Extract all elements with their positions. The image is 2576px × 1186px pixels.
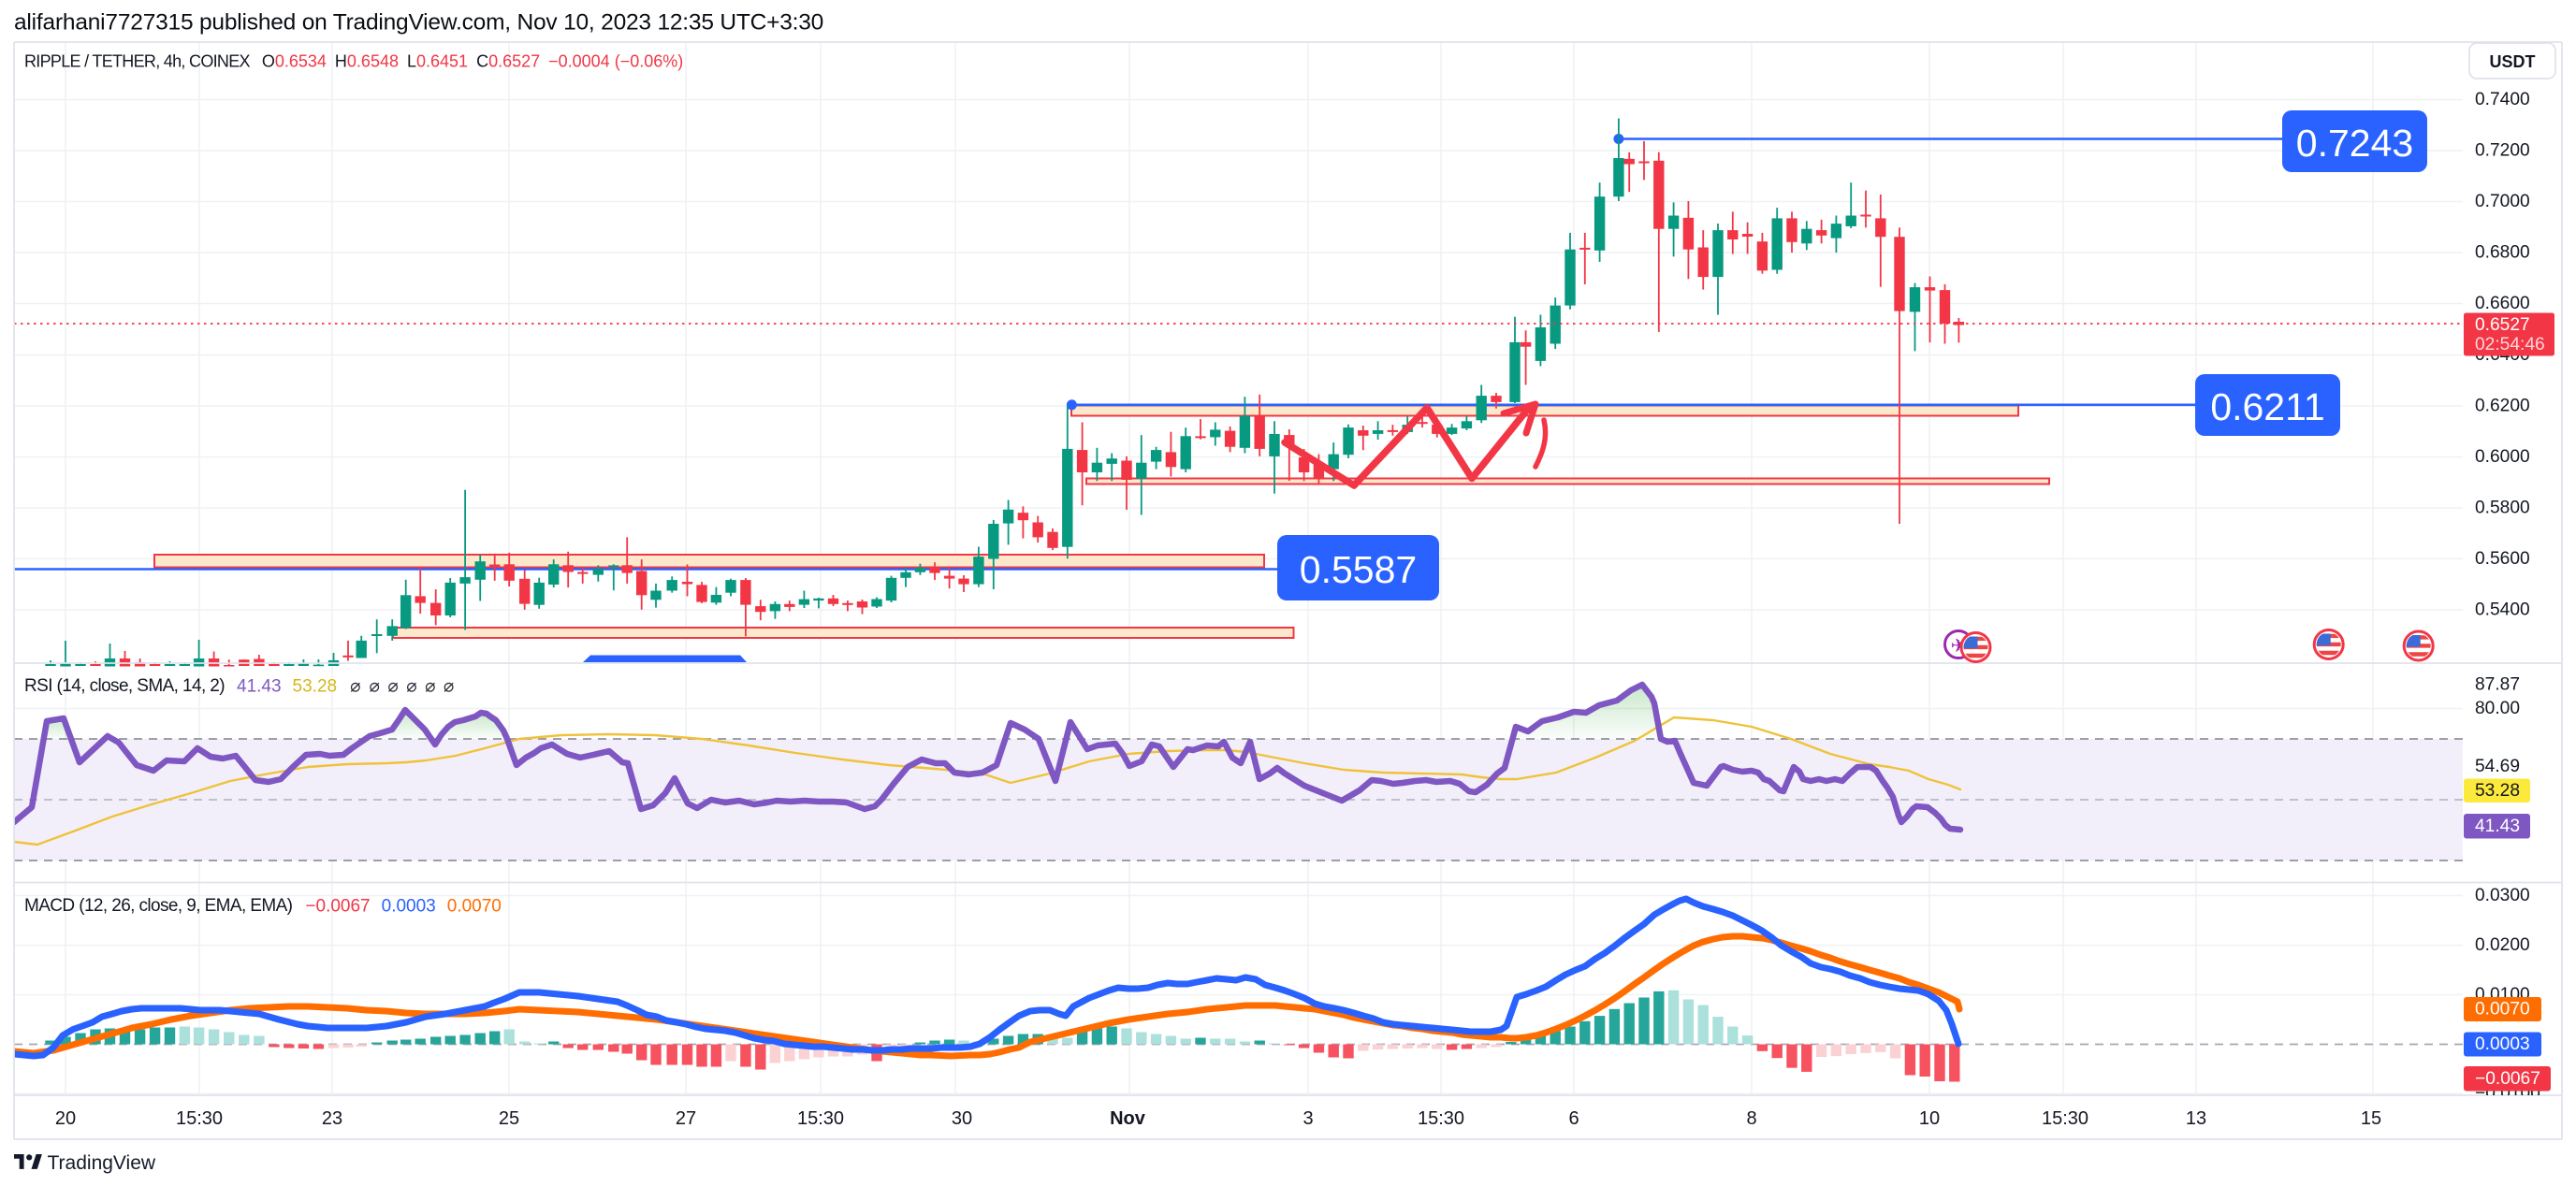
svg-text:3: 3	[1303, 1108, 1313, 1129]
svg-text:RSI (14, close, SMA, 14, 2)41.: RSI (14, close, SMA, 14, 2) 41.43 53.28 ⌀ ⌀ ⌀…	[24, 676, 454, 696]
svg-text:0.6211: 0.6211	[2210, 385, 2324, 428]
svg-text:6: 6	[1568, 1108, 1579, 1129]
svg-text:0.7200: 0.7200	[2475, 141, 2530, 161]
svg-text:54.69: 54.69	[2475, 757, 2520, 776]
svg-text:20: 20	[55, 1108, 76, 1129]
svg-text:0.5400: 0.5400	[2475, 600, 2530, 620]
svg-text:15:30: 15:30	[2042, 1108, 2088, 1129]
svg-text:0.6800: 0.6800	[2475, 243, 2530, 263]
svg-text:15:30: 15:30	[797, 1108, 844, 1129]
svg-text:30: 30	[952, 1108, 972, 1129]
svg-text:TradingView: TradingView	[48, 1152, 156, 1174]
svg-text:53.28: 53.28	[2475, 781, 2520, 801]
svg-text:8: 8	[1746, 1108, 1756, 1129]
svg-text:02:54:46: 02:54:46	[2475, 335, 2545, 354]
svg-text:15:30: 15:30	[176, 1108, 223, 1129]
svg-text:MACD (12, 26, close, 9, EMA, E: MACD (12, 26, close, 9, EMA, EMA) −0.0067…	[24, 896, 502, 916]
svg-text:Nov: Nov	[1110, 1108, 1146, 1129]
svg-text:15:30: 15:30	[1418, 1108, 1464, 1129]
svg-text:0.6600: 0.6600	[2475, 294, 2530, 313]
svg-text:0.6527: 0.6527	[2475, 315, 2530, 335]
svg-text:USDT: USDT	[2490, 52, 2536, 71]
svg-text:41.43: 41.43	[2475, 817, 2520, 836]
svg-text:0.7400: 0.7400	[2475, 90, 2530, 109]
svg-text:0.6200: 0.6200	[2475, 397, 2530, 416]
svg-text:13: 13	[2186, 1108, 2206, 1129]
svg-text:−0.0067: −0.0067	[2475, 1069, 2540, 1089]
svg-text:0.7000: 0.7000	[2475, 192, 2530, 211]
svg-text:27: 27	[676, 1108, 696, 1129]
svg-text:0.0003: 0.0003	[2475, 1034, 2530, 1054]
svg-text:0.5800: 0.5800	[2475, 499, 2530, 518]
svg-text:alifarhani7727315 published on: alifarhani7727315 published on TradingVi…	[14, 10, 823, 36]
svg-text:87.87: 87.87	[2475, 675, 2520, 695]
svg-text:0.0200: 0.0200	[2475, 935, 2530, 955]
svg-text:0.0070: 0.0070	[2475, 1000, 2530, 1020]
svg-text:80.00: 80.00	[2475, 699, 2520, 718]
svg-text:0.5587: 0.5587	[1300, 548, 1417, 591]
svg-text:0.7243: 0.7243	[2296, 122, 2413, 165]
svg-text:25: 25	[499, 1108, 519, 1129]
svg-text:23: 23	[322, 1108, 342, 1129]
svg-text:10: 10	[1919, 1108, 1940, 1129]
svg-text:0.0300: 0.0300	[2475, 886, 2530, 905]
svg-text:0.5600: 0.5600	[2475, 549, 2530, 569]
svg-text:0.6000: 0.6000	[2475, 447, 2530, 467]
svg-text:15: 15	[2361, 1108, 2381, 1129]
